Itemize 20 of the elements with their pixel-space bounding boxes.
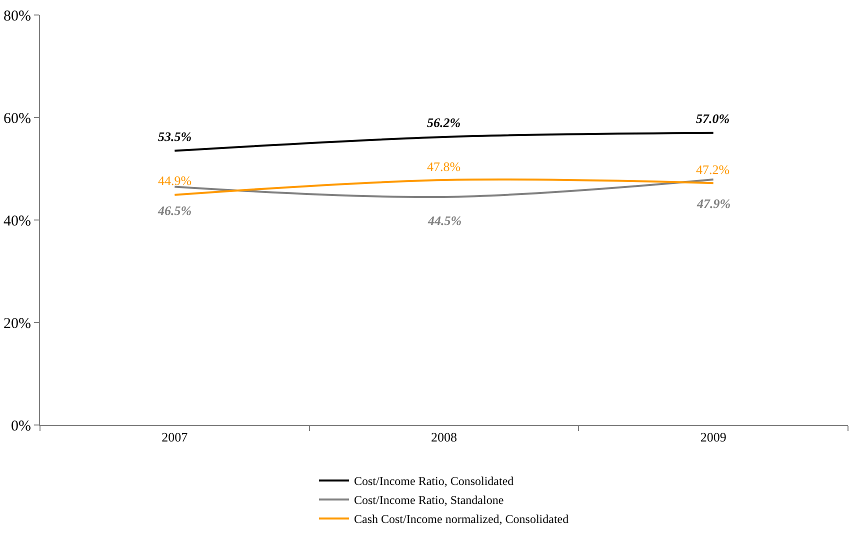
legend-label: Cash Cost/Income normalized, Consolidated: [354, 512, 569, 526]
x-tick-label: 2007: [162, 430, 188, 445]
y-tick-label: 40%: [4, 213, 31, 230]
y-tick-label: 60%: [4, 110, 31, 127]
data-label: 47.2%: [696, 162, 730, 177]
data-label: 44.9%: [158, 173, 192, 188]
data-label: 44.5%: [427, 213, 462, 228]
legend-label: Cost/Income Ratio, Consolidated: [354, 474, 514, 488]
x-tick-label: 2009: [700, 430, 726, 445]
data-label: 53.5%: [158, 129, 192, 144]
data-label: 57.0%: [696, 111, 730, 126]
y-tick-label: 0%: [11, 418, 31, 434]
data-label: 46.5%: [157, 203, 192, 218]
data-label: 47.9%: [696, 196, 731, 211]
x-tick-label: 2008: [431, 430, 457, 445]
legend-label: Cost/Income Ratio, Standalone: [354, 493, 504, 508]
y-tick-label: 80%: [4, 8, 31, 24]
data-label: 47.8%: [427, 159, 461, 174]
y-tick-label: 20%: [4, 316, 31, 332]
data-label: 56.2%: [427, 115, 461, 130]
